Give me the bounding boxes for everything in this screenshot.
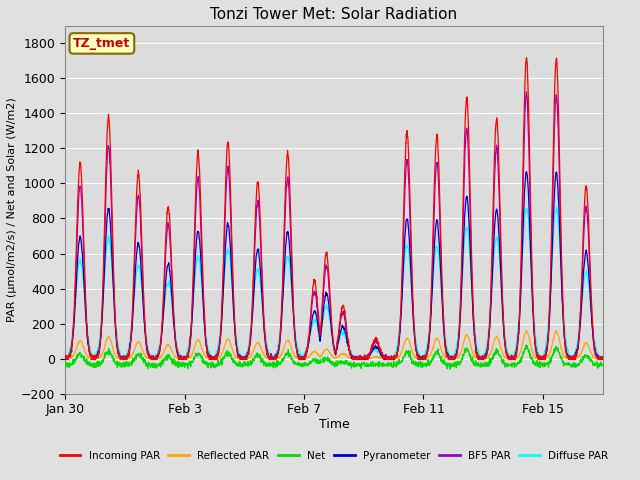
Legend: Incoming PAR, Reflected PAR, Net, Pyranometer, BF5 PAR, Diffuse PAR: Incoming PAR, Reflected PAR, Net, Pyrano… [56, 446, 612, 465]
Text: TZ_tmet: TZ_tmet [73, 37, 131, 50]
Y-axis label: PAR (μmol/m2/s) / Net and Solar (W/m2): PAR (μmol/m2/s) / Net and Solar (W/m2) [7, 97, 17, 322]
Title: Tonzi Tower Met: Solar Radiation: Tonzi Tower Met: Solar Radiation [211, 7, 458, 22]
X-axis label: Time: Time [319, 418, 349, 431]
